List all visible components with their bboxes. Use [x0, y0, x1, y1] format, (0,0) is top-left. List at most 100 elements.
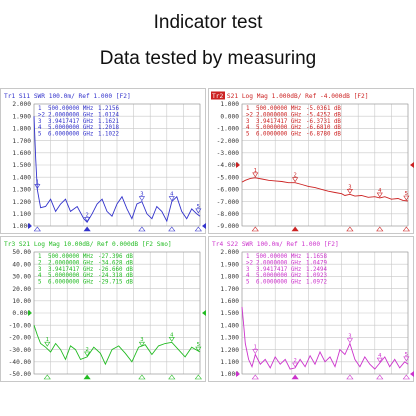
y-tick-label: 1.900: [12, 113, 31, 120]
marker-id: 4: [38, 125, 42, 131]
marker-frequency: 500.00000 MHz: [256, 106, 301, 112]
marker-number: 2: [85, 212, 88, 218]
marker-frequency: 3.9417417 GHz: [256, 119, 301, 125]
marker-number: 5: [197, 342, 200, 348]
marker-id: 5: [38, 132, 42, 138]
y-tick-label: 0.000: [220, 113, 239, 120]
marker-value: 1.1658: [306, 254, 327, 260]
y-tick-label: 1.700: [220, 286, 239, 293]
marker-value: -5.4252 dB: [306, 112, 341, 118]
y-tick-label: 50.00: [12, 249, 31, 256]
marker-trace-triangle: [168, 196, 175, 202]
y-tick-label: -6.000: [217, 187, 240, 194]
marker-number: 1: [254, 344, 257, 350]
marker-number: 4: [378, 188, 382, 194]
y-tick-label: 1.500: [12, 162, 31, 169]
marker-trace-triangle: [34, 184, 41, 189]
y-tick-label: 1.000: [220, 371, 239, 378]
marker-value: 1.0972: [306, 280, 327, 286]
marker-trace-triangle: [376, 357, 383, 363]
marker-frequency: 3.9417417 GHz: [256, 267, 301, 273]
marker-bottom-triangle: [168, 374, 176, 380]
y-tick-label: 1.800: [12, 126, 31, 133]
trace-format: S11 SWR 100.0m/ Ref 1.000 [F2]: [15, 93, 130, 100]
marker-bottom-triangle: [376, 374, 384, 380]
marker-value: 1.2156: [98, 106, 119, 112]
trace-tag: Tr3: [4, 241, 15, 248]
marker-number: 2: [293, 173, 296, 179]
marker-bottom-triangle: [168, 226, 176, 232]
panel-frame: [0, 236, 206, 382]
y-tick-label: -30.00: [9, 347, 32, 354]
marker-frequency: 6.0000000 GHz: [48, 280, 93, 286]
marker-bottom-triangle: [33, 226, 41, 232]
marker-frequency: 5.0000000 GHz: [256, 125, 301, 131]
y-tick-label: 1.700: [12, 138, 31, 145]
marker-bottom-triangle: [291, 226, 299, 232]
marker-frequency: 3.9417417 GHz: [48, 267, 93, 273]
trace-header: Tr1 S11 SWR 100.0m/ Ref 1.000 [F2]: [4, 93, 131, 100]
y-tick-label: -4.000: [217, 162, 240, 169]
marker-id: 2: [38, 260, 42, 266]
marker-trace-triangle: [403, 356, 410, 362]
y-tick-label: 40.00: [12, 261, 31, 268]
y-tick-label: 30.00: [12, 274, 31, 281]
marker-bottom-triangle: [138, 374, 146, 380]
trace-format: S22 SWR 100.0m/ Ref 1.000 [F2]: [223, 241, 338, 248]
marker-bottom-triangle: [251, 374, 259, 380]
panel-frame: [208, 88, 414, 234]
y-tick-label: 20.00: [12, 286, 31, 293]
marker-frequency: 500.00000 MHz: [48, 106, 93, 112]
measurement-trace: [241, 177, 409, 202]
marker-frequency: 500.00000 MHz: [48, 254, 93, 260]
marker-id: >2: [38, 112, 45, 118]
plot-frame: [241, 251, 409, 375]
marker-number: 3: [140, 192, 143, 198]
marker-number: 3: [348, 184, 351, 190]
marker-value: -29.715 dB: [98, 280, 133, 286]
marker-bottom-triangle: [346, 374, 354, 380]
trace-tag: Tr4: [212, 241, 223, 248]
panel-frame: [0, 88, 206, 234]
trace-header: Tr4 S22 SWR 100.0m/ Ref 1.000 [F2]: [212, 241, 339, 248]
chart-panel-2: Tr2 S21 Log Mag 1.000dB/ Ref -4.000dB [F…: [208, 88, 414, 234]
vna-screens: Tr1 S11 SWR 100.0m/ Ref 1.000 [F2]2.000 1…: [0, 88, 414, 382]
marker-number: 4: [170, 192, 174, 198]
marker-value: -27.396 dB: [98, 254, 133, 260]
ref-level-left-marker: [28, 310, 32, 316]
marker-number: 3: [140, 337, 143, 343]
y-tick-label: 1.300: [220, 335, 239, 342]
marker-number: 1: [254, 168, 257, 174]
marker-id: 4: [246, 125, 250, 131]
marker-value: 1.2018: [98, 125, 119, 131]
marker-value: -34.628 dB: [98, 260, 133, 266]
marker-number: 2: [293, 358, 296, 364]
y-tick-label: -8.000: [217, 211, 240, 218]
marker-bottom-triangle: [376, 226, 384, 232]
ref-level-right-marker: [202, 223, 206, 229]
plot-frame: [33, 103, 201, 227]
measurement-trace: [33, 116, 201, 224]
marker-bottom-triangle: [346, 226, 354, 232]
trace-tag: Tr1: [4, 93, 15, 100]
marker-id: 3: [38, 119, 42, 125]
y-tick-label: 1.000: [12, 223, 31, 230]
marker-trace-triangle: [138, 196, 145, 202]
marker-bottom-triangle: [83, 226, 91, 232]
page-title: Indicator test: [153, 12, 263, 33]
plot-frame: [33, 251, 201, 375]
marker-id: 3: [246, 267, 250, 273]
y-tick-label: -10.00: [9, 322, 32, 329]
chart-panel-1: Tr1 S11 SWR 100.0m/ Ref 1.000 [F2]2.000 1…: [0, 88, 206, 234]
y-tick-label: -50.00: [9, 371, 32, 378]
marker-trace-triangle: [403, 195, 410, 201]
y-tick-label: 2.000: [12, 101, 31, 108]
y-tick-label: -20.00: [9, 335, 32, 342]
chart-panel-4: Tr4 S22 SWR 100.0m/ Ref 1.000 [F2]2.000 1…: [208, 236, 414, 382]
plot-frame: [241, 103, 409, 227]
marker-frequency: 2.0000000 GHz: [48, 260, 93, 266]
ref-level-right-marker: [410, 371, 414, 377]
marker-id: 3: [246, 119, 250, 125]
marker-trace-triangle: [292, 177, 299, 183]
y-tick-label: -7.000: [217, 199, 240, 206]
